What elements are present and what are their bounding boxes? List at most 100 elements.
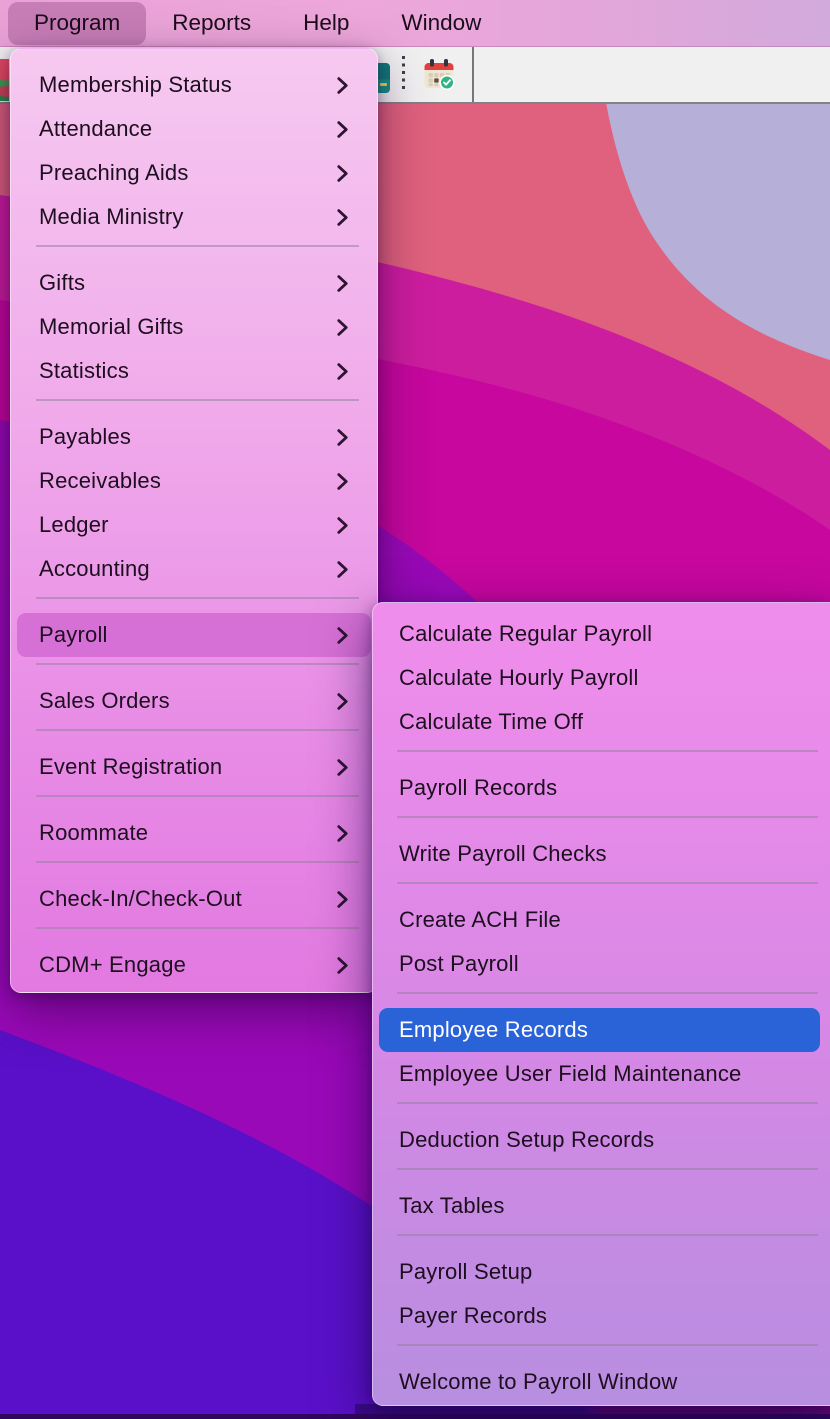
submenu-chevron-icon bbox=[337, 692, 348, 710]
menu-item[interactable]: Payroll bbox=[17, 613, 371, 657]
submenu-item[interactable]: Create ACH File bbox=[379, 898, 820, 942]
menu-separator bbox=[373, 986, 830, 1008]
menu-item[interactable]: Statistics bbox=[17, 349, 371, 393]
submenu-chevron-icon bbox=[337, 164, 348, 182]
menu-separator-line bbox=[397, 1344, 818, 1346]
menu-separator bbox=[11, 789, 377, 811]
submenu-chevron-icon bbox=[337, 472, 348, 490]
menubar-item-label: Help bbox=[303, 10, 350, 35]
submenu-item[interactable]: Payroll Records bbox=[379, 766, 820, 810]
menu-item[interactable]: Media Ministry bbox=[17, 195, 371, 239]
menu-item-label: CDM+ Engage bbox=[39, 952, 187, 977]
menu-item-label: Gifts bbox=[39, 270, 86, 295]
menu-separator bbox=[373, 1162, 830, 1184]
submenu-chevron-icon bbox=[337, 516, 348, 534]
submenu-chevron-icon bbox=[337, 560, 348, 578]
submenu-item[interactable]: Employee Records bbox=[379, 1008, 820, 1052]
submenu-chevron-icon bbox=[337, 76, 348, 94]
menu-item[interactable]: Memorial Gifts bbox=[17, 305, 371, 349]
calendar-check-icon[interactable] bbox=[423, 58, 455, 91]
menu-separator bbox=[11, 855, 377, 877]
submenu-chevron-icon bbox=[337, 362, 348, 380]
menu-separator bbox=[11, 921, 377, 943]
toolbar-section-divider bbox=[472, 47, 474, 102]
submenu-item[interactable]: Payroll Setup bbox=[379, 1250, 820, 1294]
submenu-item[interactable]: Employee User Field Maintenance bbox=[379, 1052, 820, 1096]
menu-separator-line bbox=[397, 1234, 818, 1236]
submenu-item[interactable]: Post Payroll bbox=[379, 942, 820, 986]
menubar-item[interactable]: Reports bbox=[146, 2, 277, 45]
submenu-item[interactable]: Tax Tables bbox=[379, 1184, 820, 1228]
menu-item-label: Receivables bbox=[39, 468, 162, 493]
submenu-item-label: Deduction Setup Records bbox=[399, 1127, 655, 1152]
menu-item[interactable]: Gifts bbox=[17, 261, 371, 305]
menu-item[interactable]: CDM+ Engage bbox=[17, 943, 371, 987]
menubar-item[interactable]: Window bbox=[375, 2, 507, 45]
submenu-item-label: Create ACH File bbox=[399, 907, 561, 932]
submenu-item-label: Welcome to Payroll Window bbox=[399, 1369, 678, 1394]
submenu-chevron-icon bbox=[337, 208, 348, 226]
menu-item[interactable]: Ledger bbox=[17, 503, 371, 547]
submenu-item-label: Payroll Records bbox=[399, 775, 558, 800]
submenu-item[interactable]: Write Payroll Checks bbox=[379, 832, 820, 876]
clipped-tag-icon[interactable] bbox=[378, 63, 390, 93]
menu-item-label: Ledger bbox=[39, 512, 109, 537]
menu-separator-line bbox=[36, 729, 359, 731]
menu-separator-line bbox=[397, 882, 818, 884]
menu-separator bbox=[11, 393, 377, 415]
menu-separator bbox=[11, 657, 377, 679]
menu-item-label: Payroll bbox=[39, 622, 108, 647]
menu-separator-line bbox=[36, 245, 359, 247]
menu-separator bbox=[373, 1228, 830, 1250]
menubar-item[interactable]: Help bbox=[277, 2, 375, 45]
menu-separator bbox=[373, 876, 830, 898]
menu-separator-line bbox=[36, 795, 359, 797]
submenu-item[interactable]: Deduction Setup Records bbox=[379, 1118, 820, 1162]
menu-item[interactable]: Membership Status bbox=[17, 63, 371, 107]
menu-separator bbox=[11, 591, 377, 613]
menu-item[interactable]: Sales Orders bbox=[17, 679, 371, 723]
menu-separator-line bbox=[397, 750, 818, 752]
menu-item-label: Media Ministry bbox=[39, 204, 184, 229]
menu-separator-line bbox=[36, 927, 359, 929]
menu-item[interactable]: Receivables bbox=[17, 459, 371, 503]
submenu-item[interactable]: Payer Records bbox=[379, 1294, 820, 1338]
menu-item-label: Roommate bbox=[39, 820, 149, 845]
submenu-chevron-icon bbox=[337, 428, 348, 446]
submenu-item[interactable]: Calculate Time Off bbox=[379, 700, 820, 744]
menu-separator-line bbox=[397, 1102, 818, 1104]
menu-separator-line bbox=[36, 597, 359, 599]
menu-item[interactable]: Payables bbox=[17, 415, 371, 459]
clipped-flower-icon[interactable] bbox=[0, 59, 9, 101]
tag-icon-detail bbox=[380, 83, 387, 86]
submenu-item[interactable]: Calculate Regular Payroll bbox=[379, 612, 820, 656]
submenu-item-label: Employee Records bbox=[399, 1017, 589, 1042]
program-menu: Membership Status Attendance Preaching A… bbox=[10, 48, 378, 993]
menu-separator bbox=[373, 1096, 830, 1118]
payroll-submenu: Calculate Regular Payroll Calculate Hour… bbox=[372, 602, 830, 1406]
menubar-item[interactable]: Program bbox=[8, 1, 147, 45]
menu-item[interactable]: Attendance bbox=[17, 107, 371, 151]
menu-item[interactable]: Check-In/Check-Out bbox=[17, 877, 371, 921]
menu-separator bbox=[373, 744, 830, 766]
submenu-item-label: Employee User Field Maintenance bbox=[399, 1061, 742, 1086]
toolbar-dotted-separator-icon bbox=[402, 56, 405, 93]
submenu-item-label: Write Payroll Checks bbox=[399, 841, 607, 866]
menu-separator-line bbox=[397, 992, 818, 994]
menubar: Program Reports Help Window bbox=[0, 0, 830, 47]
submenu-item[interactable]: Welcome to Payroll Window bbox=[379, 1360, 820, 1404]
submenu-chevron-icon bbox=[337, 956, 348, 974]
menu-separator-line bbox=[397, 816, 818, 818]
menu-item[interactable]: Accounting bbox=[17, 547, 371, 591]
menu-separator bbox=[373, 1338, 830, 1360]
submenu-item-label: Calculate Hourly Payroll bbox=[399, 665, 639, 690]
menu-item[interactable]: Roommate bbox=[17, 811, 371, 855]
menu-item-label: Accounting bbox=[39, 556, 150, 581]
menu-item[interactable]: Preaching Aids bbox=[17, 151, 371, 195]
menu-item-label: Payables bbox=[39, 424, 132, 449]
menu-item-label: Attendance bbox=[39, 116, 153, 141]
submenu-item-label: Payer Records bbox=[399, 1303, 548, 1328]
menu-item[interactable]: Event Registration bbox=[17, 745, 371, 789]
submenu-item[interactable]: Calculate Hourly Payroll bbox=[379, 656, 820, 700]
submenu-chevron-icon bbox=[337, 824, 348, 842]
